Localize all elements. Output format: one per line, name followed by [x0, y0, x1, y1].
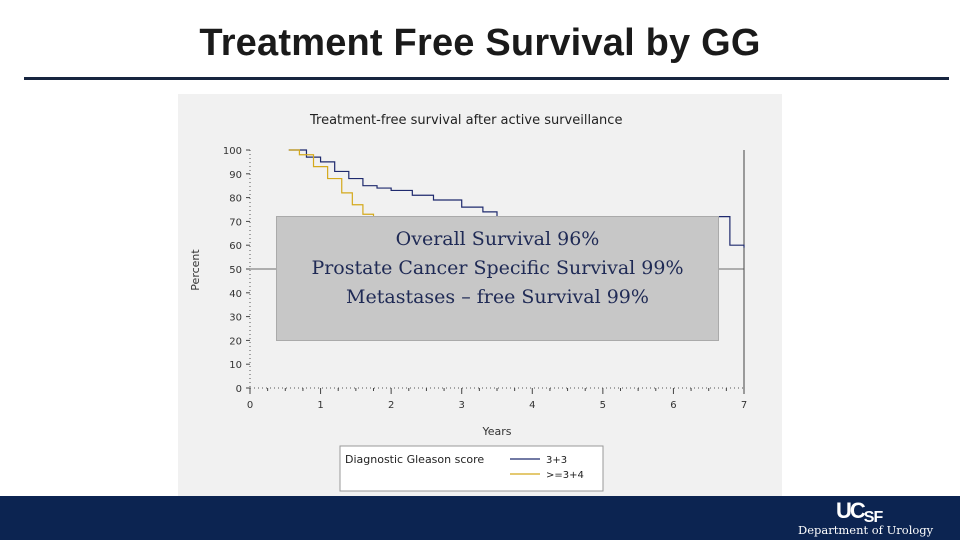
- cancer-specific-survival-text: Prostate Cancer Specific Survival 99%: [311, 257, 684, 279]
- y-tick-label: 50: [229, 265, 242, 276]
- y-tick-label: 100: [223, 146, 242, 157]
- x-tick-label: 0: [247, 400, 253, 411]
- x-axis-label: Years: [481, 425, 511, 438]
- y-tick-label: 20: [229, 336, 242, 347]
- survival-chart: Treatment-free survival after active sur…: [189, 113, 747, 492]
- y-tick-label: 90: [229, 170, 242, 181]
- x-axis: 0 1 2 3 4 5 6 7: [247, 387, 747, 411]
- legend-label-ge-3-4: >=3+4: [546, 470, 584, 481]
- y-tick-label: 0: [236, 384, 242, 395]
- y-tick-label: 40: [229, 289, 242, 300]
- x-tick-label: 5: [600, 400, 606, 411]
- x-tick-label: 3: [459, 400, 465, 411]
- chart-title: Treatment-free survival after active sur…: [309, 113, 622, 128]
- legend: Diagnostic Gleason score 3+3 >=3+4: [339, 445, 604, 492]
- x-tick-label: 4: [529, 400, 535, 411]
- x-tick-label: 1: [317, 400, 323, 411]
- overall-survival-text: Overall Survival 96%: [395, 228, 600, 250]
- slide-title: Treatment Free Survival by GG: [199, 22, 761, 64]
- ucsf-logo: UCSF: [836, 498, 883, 527]
- logo-sf: SF: [863, 509, 883, 526]
- y-tick-label: 30: [229, 313, 242, 324]
- y-tick-label: 70: [229, 217, 242, 228]
- x-tick-label: 2: [388, 400, 394, 411]
- footer-bar: [0, 496, 960, 540]
- y-axis-label: Percent: [189, 249, 202, 291]
- legend-box: [339, 445, 604, 492]
- y-tick-label: 10: [229, 360, 242, 371]
- series-line-ge-3-4: [288, 149, 382, 222]
- y-tick-label: 80: [229, 194, 242, 205]
- logo-uc: UC: [836, 498, 866, 523]
- survival-summary-box: Overall Survival 96% Prostate Cancer Spe…: [276, 216, 719, 341]
- x-tick-label: 6: [670, 400, 676, 411]
- series-line-3-3: [288, 149, 745, 248]
- y-tick-label: 60: [229, 241, 242, 252]
- series-group: [288, 149, 745, 248]
- metastases-free-survival-text: Metastases – free Survival 99%: [346, 286, 649, 308]
- y-axis: 0 10 20 30 40 50 60 70 80 90 100: [223, 146, 251, 395]
- title-divider: [24, 77, 949, 80]
- department-label: Department of Urology: [798, 523, 934, 537]
- x-tick-label: 7: [741, 400, 747, 411]
- legend-title: Diagnostic Gleason score: [345, 453, 484, 466]
- legend-label-3-3: 3+3: [546, 455, 567, 466]
